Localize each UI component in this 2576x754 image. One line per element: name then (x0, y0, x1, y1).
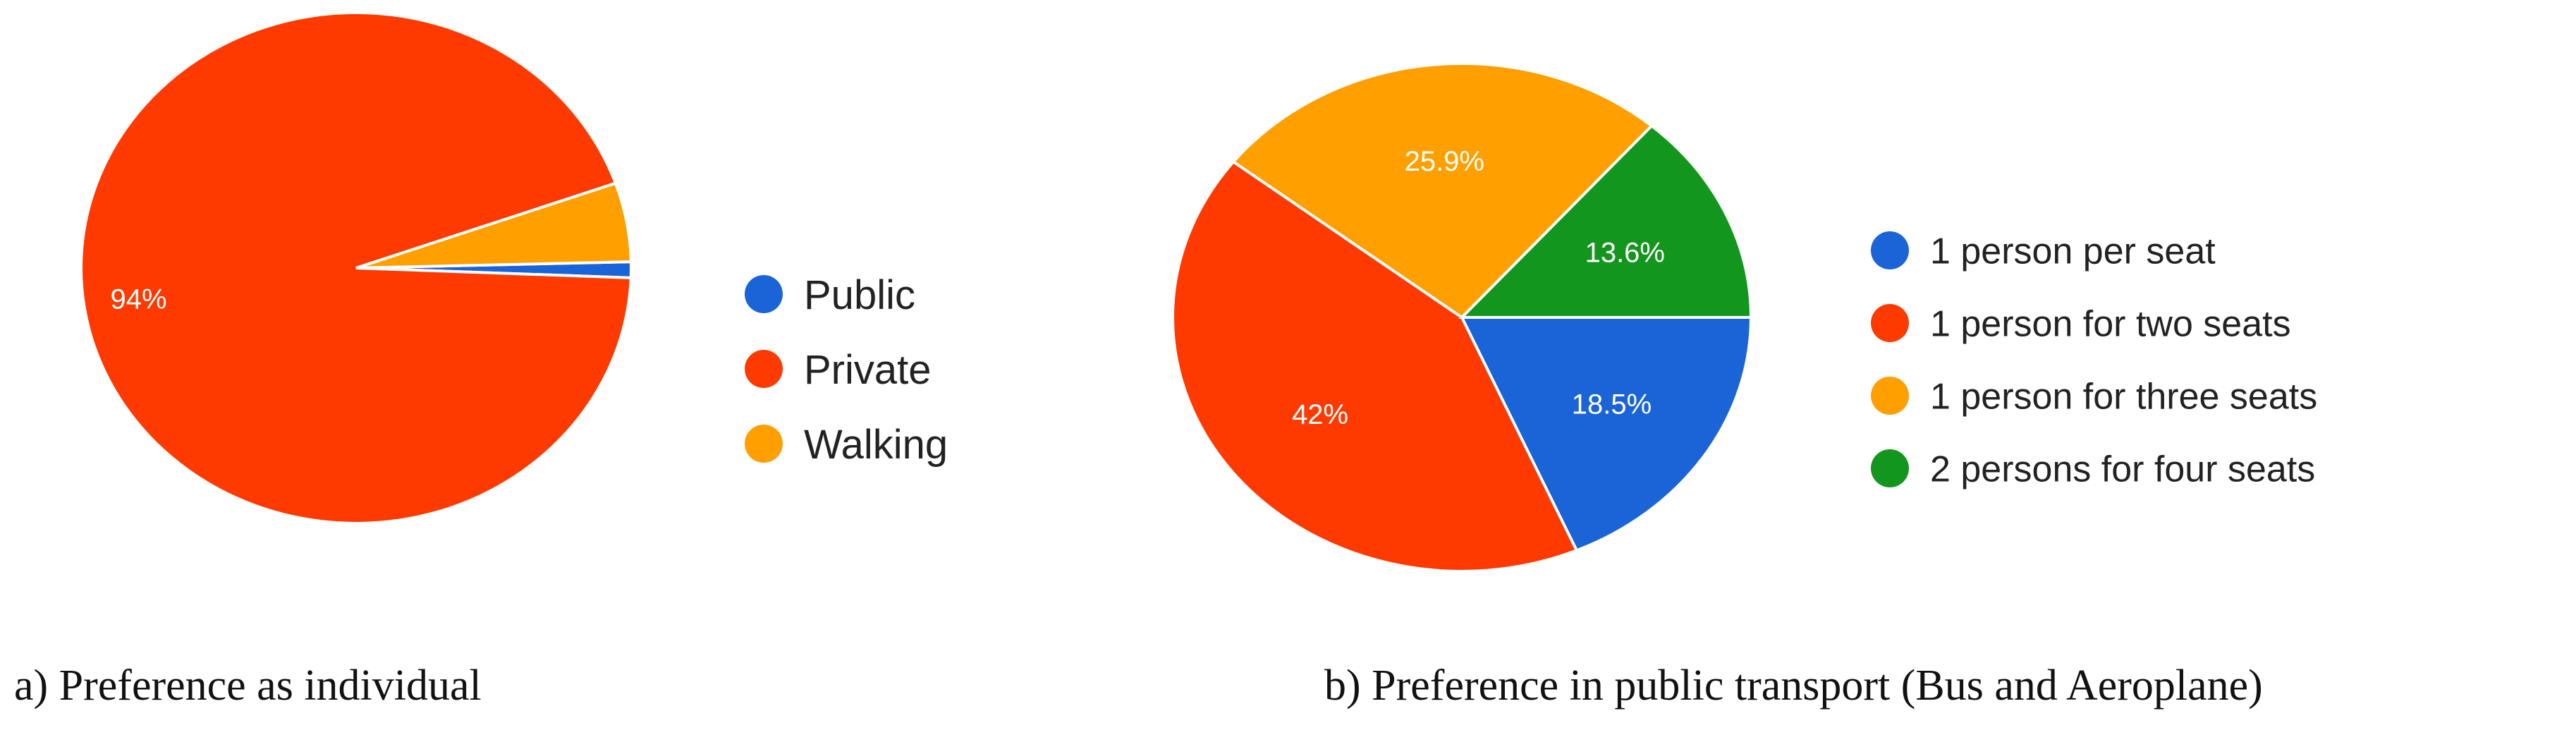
legend-label-1-person-per-seat: 1 person per seat (1930, 231, 2216, 272)
legend-label-private: Private (804, 347, 932, 393)
legend-marker-2-persons-for-four-seats (1871, 449, 1909, 487)
pie-slice-1-person-for-three-seats (1231, 62, 1654, 320)
slice-label-private: 94% (110, 284, 166, 315)
pie-slice-1-person-per-seat (1459, 316, 1753, 552)
legend-marker-1-person-for-three-seats (1871, 377, 1909, 415)
legend-marker-public (745, 275, 783, 313)
legend-marker-1-person-per-seat (1871, 231, 1909, 269)
caption-a: a) Preference as individual (14, 662, 482, 710)
legend-marker-private (745, 350, 783, 388)
legend-label-public: Public (804, 272, 915, 318)
chart-a-preference-as-individual: 94% Public Private Walking (80, 11, 948, 525)
legend-marker-1-person-for-two-seats (1871, 304, 1909, 342)
caption-b: b) Preference in public transport (Bus a… (1324, 662, 2263, 710)
legend-label-2-persons-for-four-seats: 2 persons for four seats (1930, 449, 2315, 490)
legend-marker-walking (745, 425, 783, 463)
pie-slice-walking (355, 181, 633, 269)
pie-slice-2-persons-for-four-seats (1458, 123, 1753, 319)
legend-label-1-person-for-two-seats: 1 person for two seats (1930, 304, 2291, 345)
slice-label-1-person-per-seat: 18.5% (1572, 389, 1652, 420)
chart-b-preference-in-public-transport: 18.5% 42% 25.9% 13.6% 1 person per seat 1 per… (1171, 62, 2317, 573)
legend-label-walking: Walking (804, 422, 948, 468)
slice-label-1-person-for-three-seats: 25.9% (1405, 146, 1484, 177)
pie-slice-1-person-for-two-seats (1171, 159, 1579, 573)
legend-label-1-person-for-three-seats: 1 person for three seats (1930, 377, 2317, 418)
slice-label-1-person-for-two-seats: 42% (1292, 399, 1348, 430)
slice-label-2-persons-for-four-seats: 13.6% (1585, 238, 1665, 269)
